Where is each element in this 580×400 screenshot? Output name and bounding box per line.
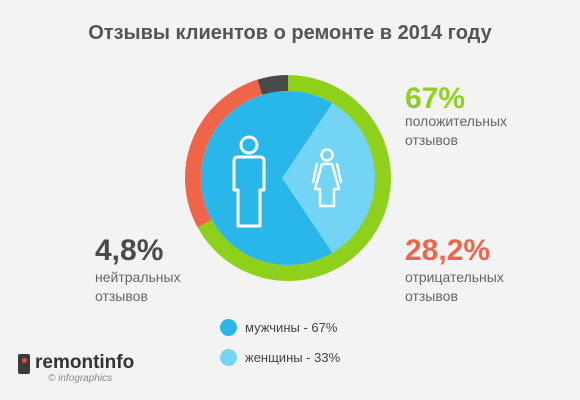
reviews-ring <box>184 75 391 281</box>
neutral-percent: 4,8% <box>95 234 164 267</box>
logo-mark-icon <box>18 354 30 374</box>
ring-segment-1 <box>184 79 263 228</box>
negative-label: отрицательных отзывов <box>405 269 504 304</box>
ring-segment-2 <box>257 75 288 95</box>
legend-item-women: женщины - 33% <box>220 349 340 366</box>
negative-percent: 28,2% <box>405 234 491 267</box>
positive-percent: 67% <box>405 82 466 115</box>
woman-icon <box>311 148 343 208</box>
positive-label: положительных отзывов <box>405 113 508 148</box>
legend-label-women: женщины - 33% <box>245 350 341 365</box>
logo-name: remontinfo <box>35 352 135 373</box>
logo-subtitle: © infographics <box>48 373 113 384</box>
legend-swatch-men <box>220 319 237 336</box>
chart-title: Отзывы клиентов о ремонте в 2014 году <box>88 22 492 44</box>
legend-item-men: мужчины - 67% <box>220 319 337 336</box>
disc-segment-women <box>282 103 375 253</box>
man-icon <box>232 135 266 228</box>
gender-disc <box>201 91 375 265</box>
legend-swatch-women <box>220 349 237 366</box>
neutral-label: нейтральных отзывов <box>95 269 181 304</box>
legend-label-men: мужчины - 67% <box>245 320 338 335</box>
